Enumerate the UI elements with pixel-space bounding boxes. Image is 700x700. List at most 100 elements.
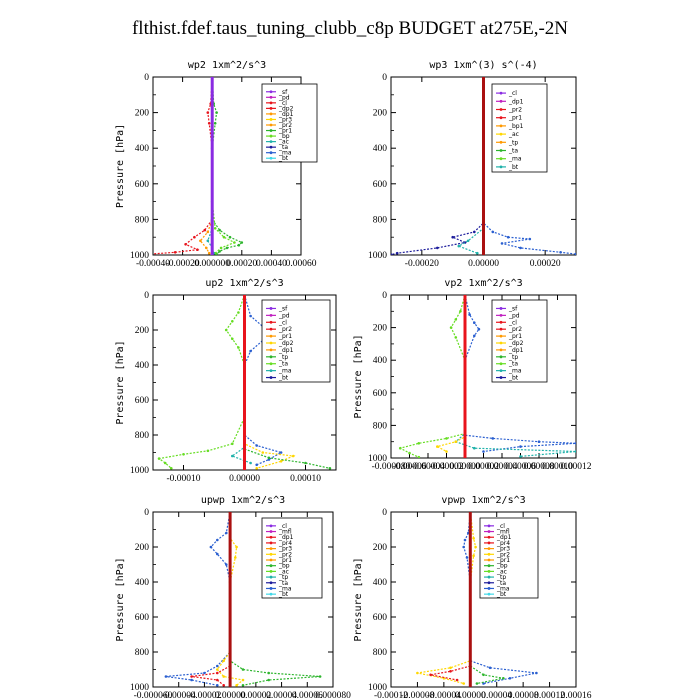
legend-marker [499,149,503,152]
series-point [209,545,213,549]
legend-marker [269,123,273,127]
legend-entry: _pr1 [496,557,510,564]
x-tick-label: 0.00006 [292,691,323,700]
panel-5: upwp 1xm^2/s^3 Pressure [hPa] 0 200 400 600 80… [115,495,351,700]
series-point [235,684,238,687]
series-line-ta [391,77,485,255]
series-point [164,675,168,678]
series-point [574,252,576,255]
series-point [231,442,234,446]
series-point [455,678,459,682]
legend-marker [487,592,491,596]
series-point [528,237,532,241]
y-tick-label: 800 [373,648,388,658]
legend-marker [499,91,503,95]
series-point [477,327,481,331]
legend-marker [499,376,503,379]
y-tick-label: 0 [144,291,149,301]
legend-marker [269,95,273,99]
series-point [203,671,206,675]
series-line-dp1 [398,295,466,458]
legend-entry: _dp1 [278,111,294,118]
series-point [304,461,307,465]
y-tick-label: 800 [135,648,150,658]
legend-entry: _pr3 [278,546,292,553]
y-tick-label: 400 [373,144,388,154]
series-point [157,457,161,460]
x-tick-label: 0.00060 [286,259,317,269]
series-point [519,455,522,458]
legend-marker [487,524,491,528]
series-point [537,440,541,444]
panel-title: vpwp 1xm^2/s^3 [441,495,525,506]
y-tick-label: 200 [135,109,150,119]
legend-entry: _dp1 [508,347,524,354]
legend-marker [499,327,503,331]
legend-marker [487,575,491,579]
series-point [482,77,485,79]
x-tick-label: 0.00000 [229,474,260,484]
series-point [482,673,485,677]
series-point [216,678,219,682]
series-point [451,235,455,239]
series-point [228,512,232,514]
legend-marker [499,362,503,366]
y-axis-label: Pressure [hPa] [353,334,364,418]
series-point [454,318,458,321]
y-tick-label: 0 [144,73,149,83]
series-point [206,239,210,243]
legend-entry: _pr1 [278,128,292,135]
series-point [218,250,221,253]
series-point [215,111,218,114]
series-point [474,545,477,549]
series-point [182,453,185,456]
series-point [429,673,432,677]
x-tick-label: 0.00012 [561,462,592,472]
legend-marker [487,558,491,562]
legend-marker [269,541,273,545]
series-point [225,563,228,566]
series-point [318,675,322,678]
series-point [249,461,252,465]
series-point [500,242,504,245]
legend-marker [269,355,273,359]
legend-entry: _pr2 [278,326,292,333]
x-tick-label: -0.00012 [374,691,408,700]
legend-marker [269,587,273,590]
series-line-ac [211,77,243,255]
x-tick-label: -0.000080 [372,462,411,472]
series-line-dp1 [191,512,231,686]
legend-entry: _pd [278,94,290,101]
legend-entry: _pr2 [496,551,510,558]
series-group [416,512,538,687]
series-point [222,675,225,678]
legend-marker [499,157,503,161]
panel-3: up2 1xm^2/s^3 Pressure [hPa] 0 200 400 600 800… [115,278,337,484]
legend-marker [269,90,273,94]
series-point [228,235,232,239]
series-point [502,677,505,680]
y-tick-label: 1000 [368,683,387,693]
series-point [219,246,223,250]
x-tick-label: 0.00006 [505,462,536,472]
legend-marker [269,535,273,539]
legend-box [491,83,548,173]
series-point [207,251,211,255]
legend-marker [269,547,273,551]
x-tick-label: 0.00004 [481,691,512,700]
series-point [469,685,472,687]
series-point [519,246,522,250]
x-tick-label: -0.00004 [411,462,445,472]
series-line-bp [211,77,236,254]
series-point [267,671,271,675]
legend-marker [269,581,273,585]
series-point [234,556,237,559]
legend-box [261,299,331,383]
x-tick-label: 0.00004 [266,691,297,700]
legend-marker [499,369,503,373]
series-point [449,326,453,329]
legend-entry: _ac [278,568,289,575]
series-point [170,467,173,470]
legend: _cl_dp1 _pr2_pr1_bp1_ac_tp _ta_ma_bt [491,83,548,173]
